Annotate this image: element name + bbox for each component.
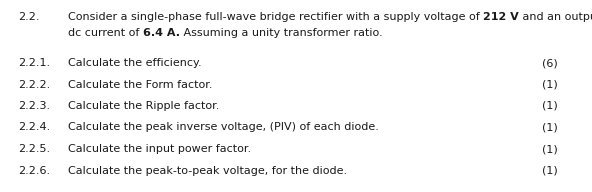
Text: 2.2.4.: 2.2.4.	[18, 122, 50, 132]
Text: 2.2.5.: 2.2.5.	[18, 144, 50, 154]
Text: Calculate the input power factor.: Calculate the input power factor.	[68, 144, 251, 154]
Text: Assuming a unity transformer ratio.: Assuming a unity transformer ratio.	[180, 28, 382, 38]
Text: (1): (1)	[542, 144, 558, 154]
Text: 212 V: 212 V	[483, 12, 519, 22]
Text: Calculate the peak inverse voltage, (PIV) of each diode.: Calculate the peak inverse voltage, (PIV…	[68, 122, 379, 132]
Text: dc current of: dc current of	[68, 28, 143, 38]
Text: (1): (1)	[542, 166, 558, 175]
Text: Calculate the Form factor.: Calculate the Form factor.	[68, 79, 213, 89]
Text: 2.2.: 2.2.	[18, 12, 40, 22]
Text: 2.2.6.: 2.2.6.	[18, 166, 50, 175]
Text: (1): (1)	[542, 79, 558, 89]
Text: Calculate the efficiency.: Calculate the efficiency.	[68, 58, 202, 68]
Text: Calculate the Ripple factor.: Calculate the Ripple factor.	[68, 101, 220, 111]
Text: Calculate the peak-to-peak voltage, for the diode.: Calculate the peak-to-peak voltage, for …	[68, 166, 347, 175]
Text: 2.2.3.: 2.2.3.	[18, 101, 50, 111]
Text: 2.2.2.: 2.2.2.	[18, 79, 50, 89]
Text: (1): (1)	[542, 101, 558, 111]
Text: Consider a single-phase full-wave bridge rectifier with a supply voltage of: Consider a single-phase full-wave bridge…	[68, 12, 483, 22]
Text: (1): (1)	[542, 122, 558, 132]
Text: 2.2.1.: 2.2.1.	[18, 58, 50, 68]
Text: and an output: and an output	[519, 12, 592, 22]
Text: (6): (6)	[542, 58, 558, 68]
Text: 6.4 A.: 6.4 A.	[143, 28, 180, 38]
